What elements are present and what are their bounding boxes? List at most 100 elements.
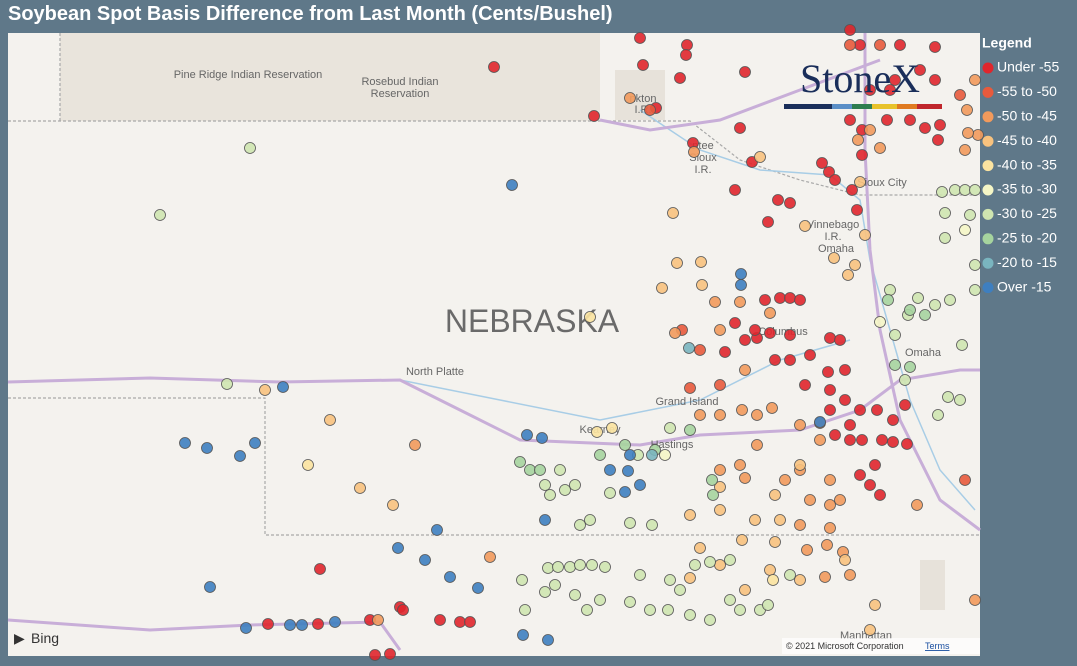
station-dot: [472, 582, 484, 594]
station-dot: [644, 604, 656, 616]
station-dot: [769, 354, 781, 366]
map-labels: Pine Ridge Indian Reservation Rosebud In…: [174, 69, 942, 642]
station-dot: [634, 32, 646, 44]
station-dot: [599, 561, 611, 573]
legend-swatch: [982, 208, 994, 220]
station-dot: [179, 437, 191, 449]
station-dot: [884, 84, 896, 96]
station-dot: [669, 327, 681, 339]
station-dot: [684, 509, 696, 521]
station-dot: [769, 489, 781, 501]
station-dot: [714, 481, 726, 493]
station-dot: [844, 569, 856, 581]
station-dot: [284, 619, 296, 631]
station-dot: [584, 311, 596, 323]
station-dot: [859, 229, 871, 241]
station-dot: [329, 616, 341, 628]
station-dot: [734, 604, 746, 616]
legend-label: -30 to -25: [997, 205, 1057, 221]
station-dot: [929, 41, 941, 53]
station-dot: [674, 584, 686, 596]
legend-label: -45 to -40: [997, 132, 1057, 148]
station-dot: [262, 618, 274, 630]
station-dot: [964, 209, 976, 221]
station-dot: [552, 561, 564, 573]
station-dot: [734, 122, 746, 134]
station-dot: [574, 519, 586, 531]
bing-icon: ▶: [14, 630, 25, 646]
map-label: I.R.: [694, 164, 711, 176]
station-dot: [954, 89, 966, 101]
station-dot: [914, 64, 926, 76]
copyright: © 2021 Microsoft Corporation: [786, 641, 904, 651]
station-dot: [704, 614, 716, 626]
station-dot: [539, 479, 551, 491]
station-dot: [959, 184, 971, 196]
station-dot: [586, 559, 598, 571]
station-dot: [387, 499, 399, 511]
logo-bar: [872, 104, 897, 109]
station-dot: [762, 216, 774, 228]
legend-swatch: [982, 135, 994, 147]
station-dot: [696, 279, 708, 291]
station-dot: [849, 259, 861, 271]
station-dot: [656, 282, 668, 294]
station-dot: [244, 142, 256, 154]
station-dot: [719, 346, 731, 358]
station-dot: [784, 197, 796, 209]
title: Soybean Spot Basis Difference from Last …: [8, 3, 613, 25]
station-dot: [707, 489, 719, 501]
station-dot: [949, 184, 961, 196]
station-dot: [454, 616, 466, 628]
station-dot: [939, 232, 951, 244]
station-dot: [864, 624, 876, 636]
station-dot: [889, 359, 901, 371]
station-dot: [751, 409, 763, 421]
station-dot: [894, 39, 906, 51]
station-dot: [624, 92, 636, 104]
station-dot: [591, 426, 603, 438]
station-dot: [904, 361, 916, 373]
station-dot: [542, 562, 554, 574]
station-dot: [659, 449, 671, 461]
station-dot: [876, 434, 888, 446]
legend-label: -50 to -45: [997, 108, 1057, 124]
station-dot: [874, 39, 886, 51]
station-dot: [846, 184, 858, 196]
map-label: Omaha: [818, 243, 855, 255]
station-dot: [764, 307, 776, 319]
station-dot: [384, 648, 396, 660]
legend-label: -55 to -50: [997, 83, 1057, 99]
station-dot: [919, 122, 931, 134]
terms-link[interactable]: Terms: [925, 641, 950, 651]
station-dot: [604, 487, 616, 499]
station-dot: [392, 542, 404, 554]
legend-swatch: [982, 257, 994, 269]
station-dot: [864, 84, 876, 96]
station-dot: [869, 459, 881, 471]
station-dot: [844, 39, 856, 51]
station-dot: [606, 422, 618, 434]
station-dot: [869, 599, 881, 611]
station-dot: [754, 151, 766, 163]
station-dot: [724, 594, 736, 606]
station-dot: [714, 409, 726, 421]
station-dot: [249, 437, 261, 449]
station-dot: [201, 442, 213, 454]
station-dot: [444, 571, 456, 583]
station-dot: [312, 618, 324, 630]
station-dot: [784, 292, 796, 304]
station-dot: [564, 561, 576, 573]
station-dot: [604, 464, 616, 476]
station-dot: [929, 299, 941, 311]
station-dot: [889, 74, 901, 86]
station-dot: [959, 144, 971, 156]
logo-bar: [832, 104, 852, 109]
station-dot: [524, 464, 536, 476]
station-dot: [851, 204, 863, 216]
station-dot: [804, 349, 816, 361]
station-dot: [544, 489, 556, 501]
station-dot: [844, 24, 856, 36]
station-dot: [801, 544, 813, 556]
